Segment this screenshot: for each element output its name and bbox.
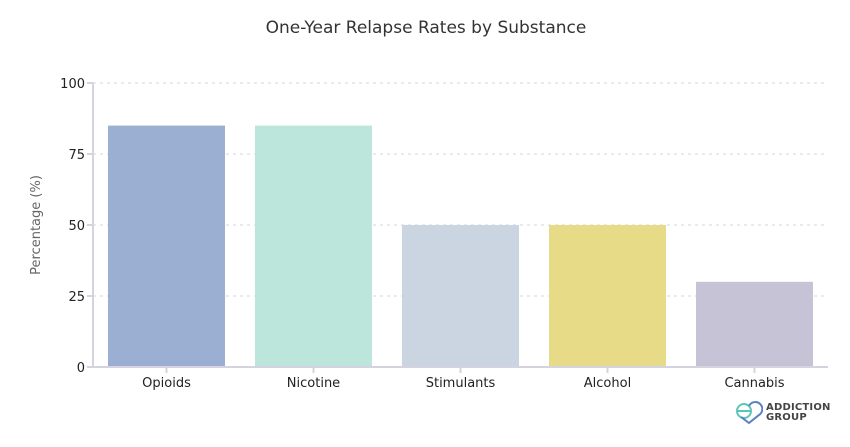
heart-logo-icon — [736, 401, 763, 425]
x-tick-label: Stimulants — [426, 376, 496, 391]
logo-text-line2: GROUP — [766, 412, 807, 423]
y-tick-label: 100 — [60, 77, 85, 92]
y-tick-label: 75 — [68, 148, 85, 163]
y-axis-label: Percentage (%) — [29, 175, 44, 275]
bar-stimulants[interactable] — [402, 225, 519, 367]
bar-opioids[interactable] — [108, 125, 225, 367]
bar-alcohol[interactable] — [549, 225, 666, 367]
y-tick-label: 25 — [68, 290, 85, 305]
x-tick-label: Alcohol — [584, 376, 631, 391]
bar-nicotine[interactable] — [255, 125, 372, 367]
x-tick-label: Opioids — [142, 376, 191, 391]
logo-text-line1: ADDICTION — [766, 402, 831, 413]
addiction-group-logo: ADDICTION GROUP — [735, 401, 831, 425]
x-tick-label: Nicotine — [287, 376, 340, 391]
y-tick-label: 0 — [77, 361, 85, 376]
y-tick-label: 50 — [68, 219, 85, 234]
bar-cannabis[interactable] — [696, 281, 813, 367]
x-tick-label: Cannabis — [724, 376, 784, 391]
chart-title: One-Year Relapse Rates by Substance — [266, 18, 587, 38]
